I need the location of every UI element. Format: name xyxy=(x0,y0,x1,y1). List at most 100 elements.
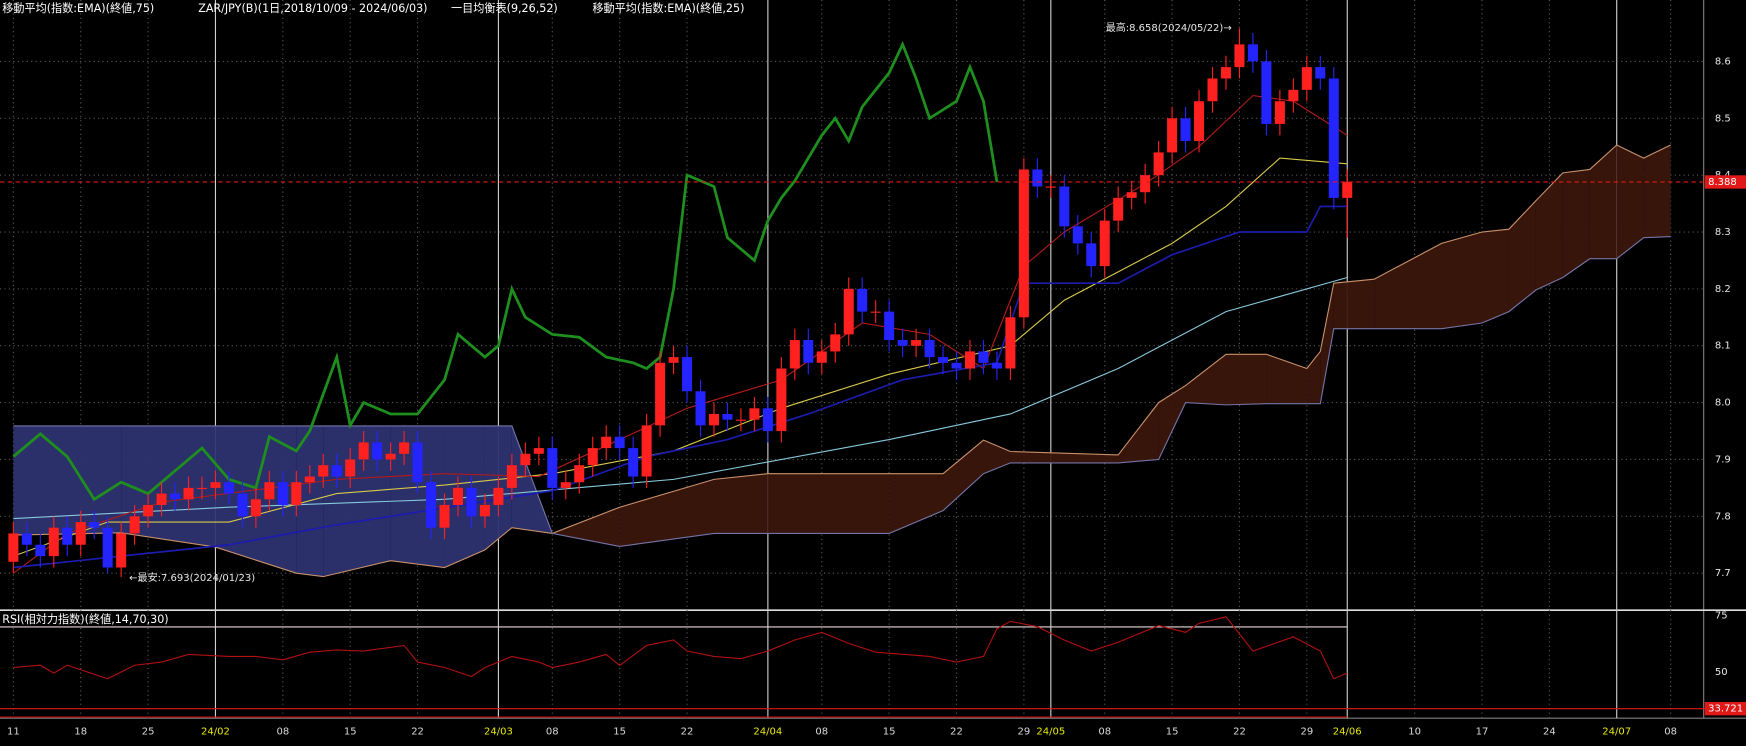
candle-body xyxy=(964,351,975,369)
candle-body xyxy=(170,493,181,500)
cloud-fill xyxy=(1374,243,1442,329)
x-tick-label: 15 xyxy=(883,727,896,738)
x-tick-label: 24/05 xyxy=(1036,727,1065,738)
candle-body xyxy=(843,288,854,335)
y-tick-label: 8.6 xyxy=(1715,56,1731,67)
candle-body xyxy=(1261,61,1272,124)
candle-body xyxy=(587,448,598,466)
x-tick-label: 24/02 xyxy=(201,727,230,738)
candle-body xyxy=(1220,67,1231,79)
x-tick-label: 29 xyxy=(1018,727,1031,738)
cloud-fill xyxy=(1333,279,1375,329)
candle-body xyxy=(331,465,342,477)
x-tick-label: 17 xyxy=(1476,727,1489,738)
cloud-fill xyxy=(713,473,768,534)
candle-body xyxy=(1086,243,1097,267)
rsi-marker-box xyxy=(1704,701,1746,716)
indicator-line xyxy=(12,40,999,502)
cloud-fill xyxy=(1225,354,1267,405)
cloud-fill xyxy=(1320,283,1334,404)
y-tick-label: 8.3 xyxy=(1715,227,1731,238)
candle-body xyxy=(560,482,571,488)
candle-body xyxy=(506,465,517,488)
current-price-box xyxy=(1704,175,1746,189)
x-tick-label: 25 xyxy=(142,727,155,738)
x-tick-label: 15 xyxy=(613,727,626,738)
candle-body xyxy=(385,453,396,460)
candle-body xyxy=(776,368,787,432)
candle-body xyxy=(735,419,746,421)
x-tick-label: 10 xyxy=(1408,727,1421,738)
x-tick-label: 08 xyxy=(1664,727,1677,738)
x-tick-label: 22 xyxy=(1233,727,1246,738)
x-tick-label: 24/06 xyxy=(1333,727,1362,738)
candle-body xyxy=(601,436,612,449)
y-tick-label: 8.1 xyxy=(1715,341,1731,352)
candle-body xyxy=(978,351,989,363)
x-tick-label: 24/03 xyxy=(484,727,513,738)
candle-body xyxy=(708,413,720,426)
candle-body xyxy=(304,476,315,483)
x-tick-label: 24/07 xyxy=(1602,727,1631,738)
candle-body xyxy=(574,465,585,483)
cloud-fill xyxy=(1616,145,1644,259)
candle-body xyxy=(1315,67,1326,79)
cloud-fill xyxy=(1158,385,1186,460)
candle-body xyxy=(291,482,302,505)
candle-body xyxy=(1328,78,1339,198)
candle-body xyxy=(991,362,1002,369)
y-tick-label: 7.7 xyxy=(1715,568,1731,579)
candle-body xyxy=(1167,118,1178,153)
candle-body xyxy=(237,493,248,517)
candle-body xyxy=(1274,101,1285,124)
indicator-line xyxy=(13,205,1348,569)
candle-body xyxy=(857,288,868,312)
y-tick-label: 7.8 xyxy=(1715,511,1731,522)
candle-body xyxy=(1072,226,1083,244)
candle-body xyxy=(75,522,86,545)
annotation-low: ←最安:7.693(2024/01/23) xyxy=(129,571,255,584)
candle-body xyxy=(21,533,32,545)
cloud-fill xyxy=(1643,145,1671,238)
x-tick-label: 08 xyxy=(1098,727,1111,738)
x-tick-label: 11 xyxy=(7,727,20,738)
x-tick-label: 15 xyxy=(1166,727,1179,738)
x-tick-label: 08 xyxy=(815,727,828,738)
header-title: 移動平均(指数:EMA)(終値,75) xyxy=(2,1,154,15)
candle-body xyxy=(372,442,383,460)
candle-body xyxy=(1113,197,1124,221)
candle-body xyxy=(1153,152,1164,176)
candle-body xyxy=(924,340,935,358)
candle-body xyxy=(1207,78,1218,102)
candle-body xyxy=(1301,67,1312,90)
x-tick-label: 22 xyxy=(681,727,694,738)
candle-body xyxy=(789,340,800,369)
candle-body xyxy=(143,504,154,517)
candle-body xyxy=(223,482,234,494)
cloud-fill xyxy=(13,425,122,536)
header-title: 一目均衡表(9,26,52) xyxy=(451,1,558,15)
candle-body xyxy=(1032,169,1043,187)
x-tick-label: 08 xyxy=(276,727,289,738)
cloud-edge xyxy=(13,144,1671,578)
x-tick-label: 18 xyxy=(74,727,87,738)
candle-body xyxy=(8,533,19,562)
candle-body xyxy=(722,413,733,420)
rsi-marker-label: 33.721 xyxy=(1708,704,1743,715)
candle-body xyxy=(695,391,706,426)
candle-body xyxy=(1126,192,1137,198)
candle-body xyxy=(210,482,221,488)
candle-body xyxy=(1059,186,1070,227)
rsi-tick-label: 75 xyxy=(1715,611,1728,622)
candle-body xyxy=(196,487,208,490)
header-title: ZAR/JPY(B)(1日,2018/10/09 - 2024/06/03) xyxy=(198,2,427,15)
candle-body xyxy=(655,362,666,426)
candle-body xyxy=(1140,175,1151,193)
annotation-high: 最高:8.658(2024/05/22)→ xyxy=(1106,21,1232,34)
rsi-title: RSI(相対力指数)(終値,14,70,30) xyxy=(2,612,168,626)
candle-body xyxy=(1180,118,1191,142)
x-tick-label: 15 xyxy=(344,727,357,738)
candle-body xyxy=(938,357,949,363)
rsi-tick-label: 50 xyxy=(1715,667,1728,678)
cloud-fill xyxy=(889,473,944,534)
